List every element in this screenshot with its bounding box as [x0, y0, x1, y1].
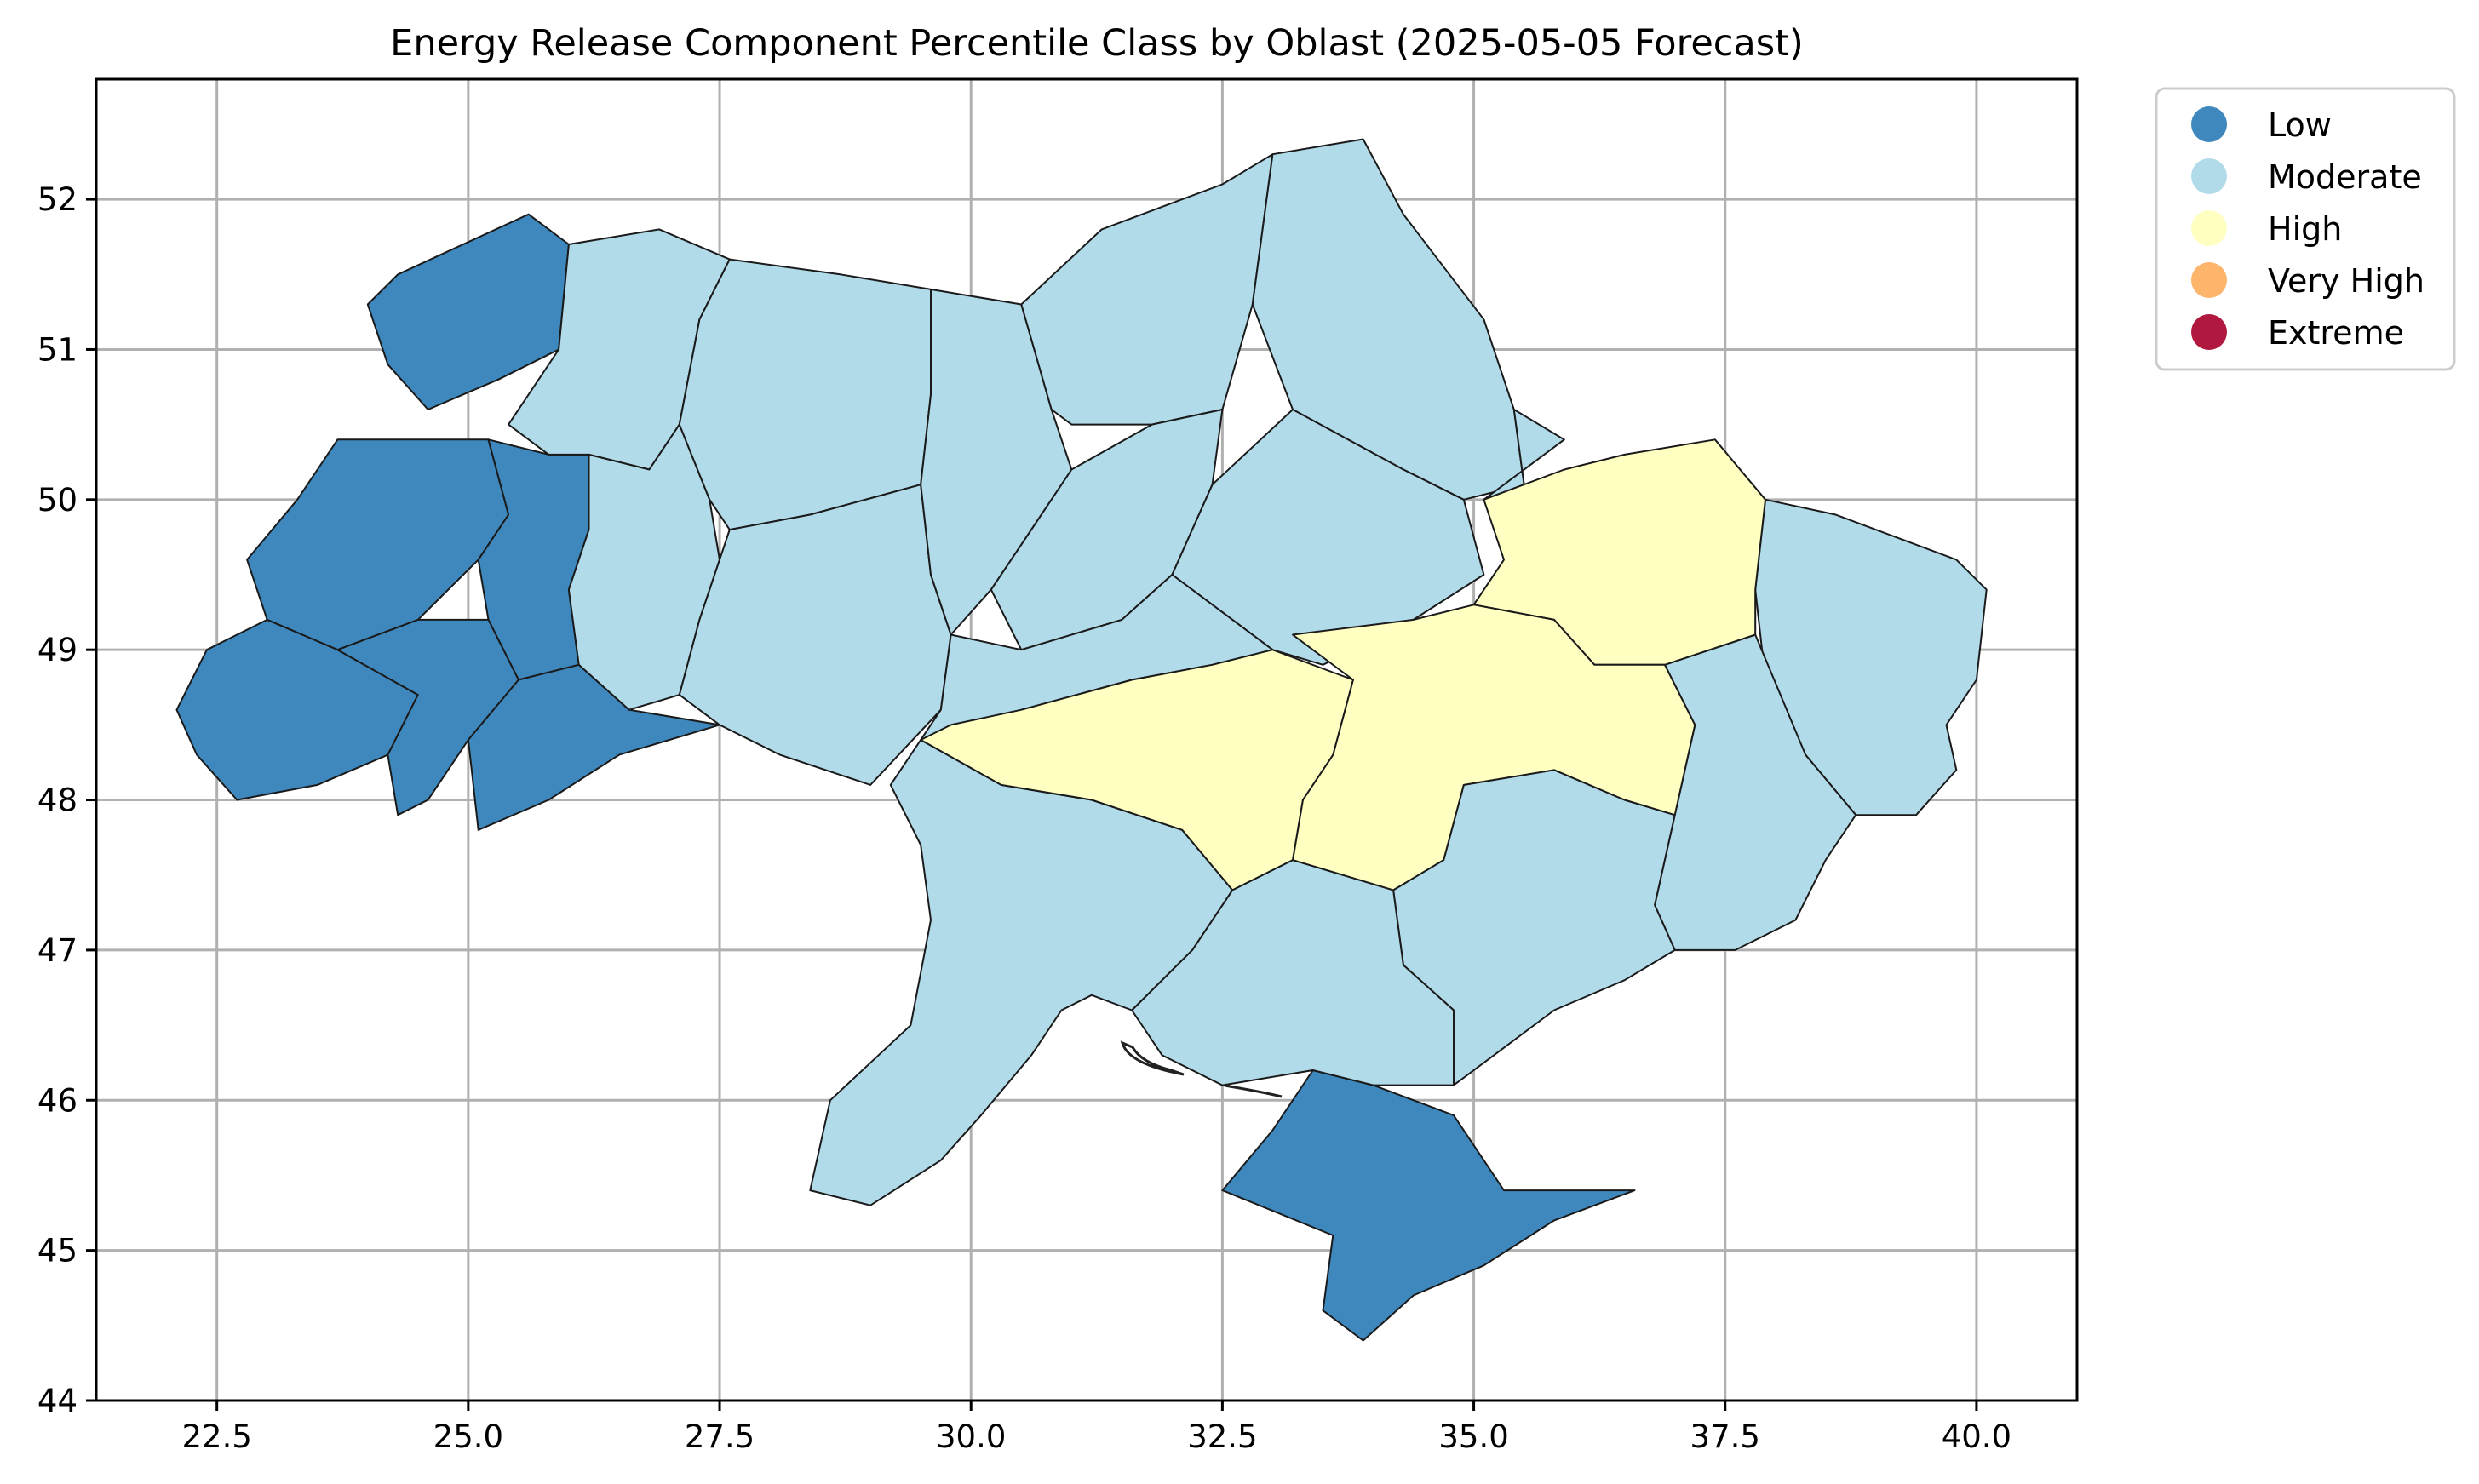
oblast-region-low [175, 618, 419, 801]
legend-marker-high [2191, 210, 2227, 246]
legend-entry-very-high: Very High [2191, 262, 2424, 300]
x-tick-label: 27.5 [685, 1418, 755, 1455]
y-tick-label: 46 [37, 1082, 77, 1119]
x-axis-ticks: 22.5 25.0 27.5 30.0 32.5 35.0 37.5 40.0 [181, 1401, 2011, 1455]
oblast-region-moderate [678, 258, 932, 531]
y-tick-label: 44 [37, 1383, 77, 1419]
x-tick-label: 30.0 [936, 1418, 1006, 1455]
legend-entry-moderate: Moderate [2191, 158, 2422, 196]
legend-marker-low [2191, 106, 2227, 142]
oblast-region-low [336, 618, 519, 816]
legend-marker-very-high [2191, 262, 2227, 298]
y-tick-label: 47 [37, 932, 77, 969]
x-tick-label: 37.5 [1690, 1418, 1760, 1455]
legend-entry-extreme: Extreme [2191, 314, 2404, 352]
legend-marker-moderate [2191, 158, 2227, 194]
x-tick-label: 40.0 [1942, 1418, 2011, 1455]
y-tick-label: 45 [37, 1233, 77, 1269]
x-tick-label: 32.5 [1187, 1418, 1257, 1455]
legend-label-very-high: Very High [2268, 262, 2424, 300]
y-tick-label: 51 [37, 331, 77, 368]
legend-label-high: High [2268, 210, 2342, 248]
oblast-region-high [920, 649, 1354, 891]
x-tick-label: 25.0 [433, 1418, 503, 1455]
legend-marker-extreme [2191, 314, 2227, 350]
legend-label-extreme: Extreme [2268, 314, 2404, 352]
oblast-regions [175, 138, 1988, 1342]
y-tick-label: 48 [37, 782, 77, 819]
legend: Low Moderate High Very High Extreme [2155, 87, 2456, 371]
y-tick-label: 52 [37, 181, 77, 218]
legend-entry-low: Low [2191, 106, 2332, 144]
legend-label-moderate: Moderate [2268, 158, 2422, 196]
legend-label-low: Low [2268, 106, 2332, 144]
y-axis-ticks: 44 45 46 47 48 49 50 51 52 [37, 181, 96, 1419]
legend-box [2155, 87, 2456, 371]
map-title: Energy Release Component Percentile Clas… [390, 22, 1804, 65]
oblast-region-moderate [1020, 153, 1274, 426]
axes-frame [95, 77, 2079, 1402]
legend-entry-high: High [2191, 210, 2342, 248]
x-tick-label: 22.5 [181, 1418, 251, 1455]
dzharylhach-island [1224, 1084, 1283, 1098]
water-lines [1120, 1040, 1283, 1098]
oblast-region-low [1221, 1069, 1636, 1342]
x-tick-label: 35.0 [1438, 1418, 1508, 1455]
oblast-region-low [366, 213, 570, 410]
y-tick-label: 50 [37, 482, 77, 519]
tendra-spit [1120, 1040, 1185, 1076]
y-tick-label: 49 [37, 632, 77, 668]
